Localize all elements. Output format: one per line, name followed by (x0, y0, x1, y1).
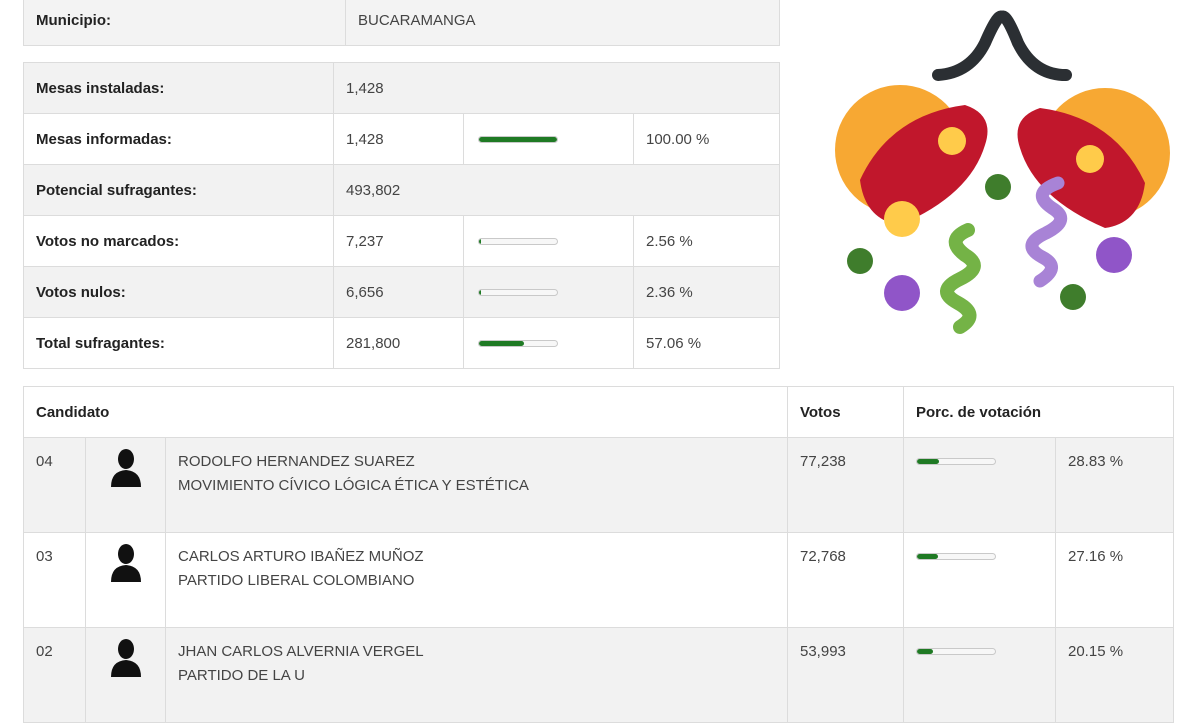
candidate-votes: 53,993 (787, 627, 904, 723)
municipio-value: BUCARAMANGA (345, 0, 780, 46)
stats-bar-cell (463, 113, 634, 165)
stats-progress-bar-fill (479, 136, 557, 142)
stats-row: Votos no marcados: 7,237 2.56 % (23, 215, 781, 267)
candidate-percent: 28.83 % (1054, 437, 1175, 533)
stats-value: 7,237 (333, 215, 464, 267)
candidate-votes: 77,238 (787, 437, 904, 533)
stats-value: 493,802 (332, 164, 781, 216)
candidate-votes: 72,768 (787, 532, 904, 628)
candidate-progress-bar-fill (917, 554, 939, 559)
stats-row: Total sufragantes: 281,800 57.06 % (23, 317, 781, 369)
stats-progress-bar (478, 339, 558, 347)
candidate-progress-bar (916, 648, 996, 655)
header-votes[interactable]: Votos (787, 386, 904, 438)
header-percent[interactable]: Porc. de votación (902, 386, 1175, 438)
stats-bar-cell (463, 317, 634, 369)
candidate-bar-cell (903, 627, 1056, 723)
candidate-percent: 27.16 % (1054, 532, 1175, 628)
candidate-progress-bar (916, 553, 996, 560)
candidate-name: CARLOS ARTURO IBAÑEZ MUÑOZ (178, 548, 424, 565)
stats-percent: 2.36 % (632, 266, 781, 318)
stats-progress-bar (478, 288, 558, 296)
candidate-progress-bar (916, 458, 996, 465)
candidate-row[interactable]: 04 RODOLFO HERNANDEZ SUAREZ MOVIMIENTO CÍV… (23, 437, 1175, 533)
candidate-bar-cell (903, 437, 1056, 533)
candidate-party: MOVIMIENTO CÍVICO LÓGICA ÉTICA Y ESTÉTIC… (178, 477, 529, 494)
confetti-ball-icon (835, 10, 1170, 334)
stats-label: Mesas informadas: (23, 113, 334, 165)
candidate-progress-bar-fill (917, 649, 933, 654)
candidate-number: 02 (23, 627, 86, 723)
candidate-info: CARLOS ARTURO IBAÑEZ MUÑOZ PARTIDO LIBERA… (165, 532, 788, 628)
municipio-row: Municipio: BUCARAMANGA (23, 0, 780, 46)
stats-percent: 100.00 % (632, 113, 781, 165)
stats-row: Mesas instaladas: 1,428 (23, 62, 781, 114)
candidates-header-row: Candidato Votos Porc. de votación (23, 386, 1175, 438)
stats-percent: 2.56 % (632, 215, 781, 267)
candidate-party: PARTIDO DE LA U (178, 667, 305, 684)
stats-label: Mesas instaladas: (23, 62, 334, 114)
stats-bar-cell (463, 266, 634, 318)
candidate-row[interactable]: 02 JHAN CARLOS ALVERNIA VERGEL PARTIDO DE … (23, 627, 1175, 723)
user-icon (110, 639, 141, 677)
municipio-label: Municipio: (23, 0, 346, 46)
stats-value: 281,800 (333, 317, 464, 369)
stats-progress-bar-fill (479, 340, 524, 346)
stats-table: Mesas instaladas: 1,428 Mesas informadas: 1… (23, 62, 781, 369)
candidate-avatar-cell (85, 532, 166, 628)
stats-bar-cell (463, 215, 634, 267)
candidate-info: JHAN CARLOS ALVERNIA VERGEL PARTIDO DE LA… (165, 627, 788, 723)
candidate-number: 04 (23, 437, 86, 533)
stats-value: 6,656 (333, 266, 464, 318)
candidate-percent: 20.15 % (1054, 627, 1175, 723)
user-icon (110, 449, 141, 487)
candidate-name: RODOLFO HERNANDEZ SUAREZ (178, 453, 415, 470)
stats-progress-bar (478, 135, 558, 143)
municipio-table: Municipio: BUCARAMANGA (23, 0, 780, 46)
stats-progress-bar-fill (479, 238, 481, 244)
stats-row: Votos nulos: 6,656 2.36 % (23, 266, 781, 318)
stats-progress-bar (478, 237, 558, 245)
stats-value: 1,428 (333, 113, 464, 165)
candidate-progress-bar-fill (917, 459, 940, 464)
stats-label: Total sufragantes: (23, 317, 334, 369)
header-candidate[interactable]: Candidato (23, 386, 788, 438)
candidate-avatar-cell (85, 437, 166, 533)
user-icon (110, 544, 141, 582)
stats-progress-bar-fill (479, 289, 481, 295)
stats-row: Potencial sufragantes: 493,802 (23, 164, 781, 216)
candidate-info: RODOLFO HERNANDEZ SUAREZ MOVIMIENTO CÍVIC… (165, 437, 788, 533)
stats-label: Votos nulos: (23, 266, 334, 318)
candidate-number: 03 (23, 532, 86, 628)
candidate-avatar-cell (85, 627, 166, 723)
stats-value: 1,428 (332, 62, 781, 114)
candidates-table: Candidato Votos Porc. de votación 04 RODO… (23, 386, 1175, 723)
stats-percent: 57.06 % (632, 317, 781, 369)
stats-label: Votos no marcados: (23, 215, 334, 267)
candidate-row[interactable]: 03 CARLOS ARTURO IBAÑEZ MUÑOZ PARTIDO LIBE… (23, 532, 1175, 628)
stats-row: Mesas informadas: 1,428 100.00 % (23, 113, 781, 165)
candidate-party: PARTIDO LIBERAL COLOMBIANO (178, 572, 415, 589)
candidate-name: JHAN CARLOS ALVERNIA VERGEL (178, 643, 424, 660)
candidate-bar-cell (903, 532, 1056, 628)
stats-label: Potencial sufragantes: (23, 164, 334, 216)
